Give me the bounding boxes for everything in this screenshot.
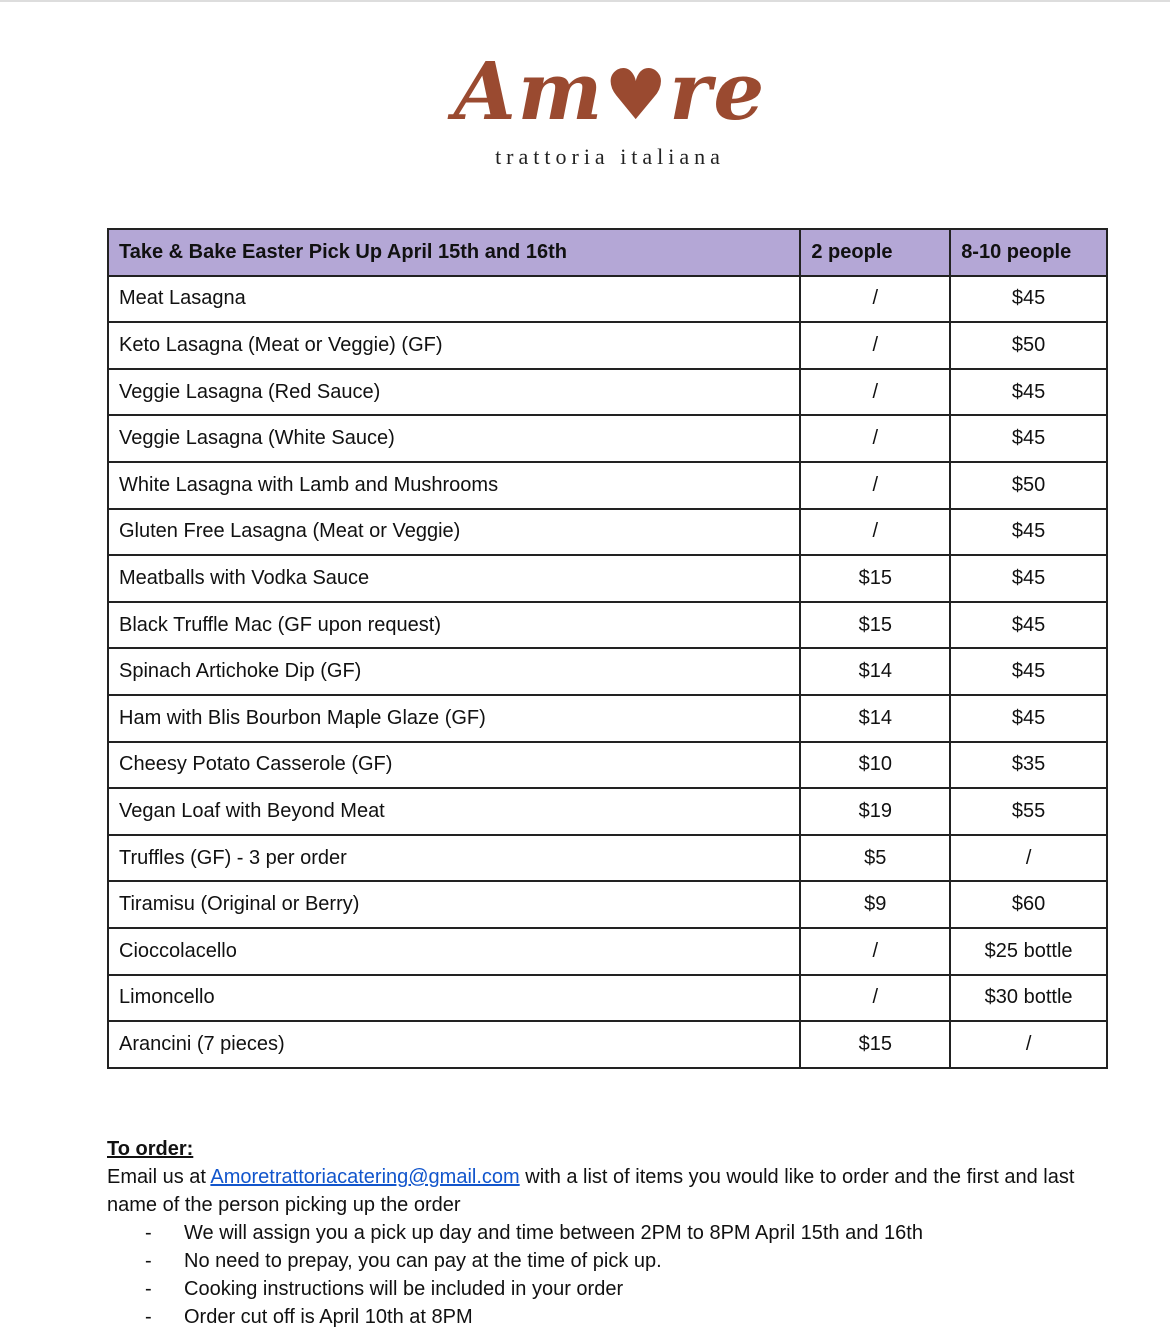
table-row: Truffles (GF) - 3 per order $5/ <box>106 833 1108 883</box>
price-8-10-people: $45 <box>949 647 1108 696</box>
item-name: Meatballs with Vodka Sauce <box>106 554 802 603</box>
price-2-people: / <box>799 460 952 510</box>
bullet-text: We will assign you a pick up day and tim… <box>184 1222 923 1244</box>
order-intro: Email us at Amoretrattoriacatering@gmail… <box>107 1163 1117 1219</box>
header-8-10-people: 8-10 people <box>949 228 1108 277</box>
item-name: Arancini (7 pieces) <box>106 1020 802 1069</box>
price-8-10-people: / <box>949 833 1108 883</box>
item-name: Ham with Blis Bourbon Maple Glaze (GF) <box>106 693 802 743</box>
price-8-10-people: $45 <box>949 414 1108 463</box>
price-2-people: / <box>799 973 952 1023</box>
price-8-10-people: $45 <box>949 693 1108 743</box>
logo-wordmark: Am♥re <box>453 44 767 138</box>
table-row: Veggie Lasagna (White Sauce) / $45 <box>106 414 1108 463</box>
price-2-people: $14 <box>799 647 952 696</box>
price-8-10-people: / <box>949 1020 1108 1069</box>
table-row: Black Truffle Mac (GF upon request) $15 $4… <box>106 600 1108 650</box>
table-row: Arancini (7 pieces) $15/ <box>106 1020 1108 1069</box>
heart-icon: ♥ <box>604 53 670 136</box>
price-2-people: / <box>799 321 952 370</box>
intro-before: Email us at <box>107 1166 211 1188</box>
item-name: Veggie Lasagna (White Sauce) <box>106 414 802 463</box>
bullet-text: Order cut off is April 10th at 8PM <box>184 1306 473 1328</box>
price-8-10-people: $45 <box>949 600 1108 650</box>
item-name: Veggie Lasagna (Red Sauce) <box>106 367 802 417</box>
item-name: Truffles (GF) - 3 per order <box>106 833 802 883</box>
price-2-people: $15 <box>799 1020 952 1069</box>
item-name: Tiramisu (Original or Berry) <box>106 880 802 929</box>
price-8-10-people: $35 <box>949 740 1108 790</box>
item-name: Black Truffle Mac (GF upon request) <box>106 600 802 650</box>
table-row: Keto Lasagna (Meat or Veggie) (GF) / $50 <box>106 321 1108 370</box>
price-8-10-people: $25 bottle <box>949 926 1108 976</box>
table-row: Vegan Loaf with Beyond Meat $19 $55 <box>106 787 1108 836</box>
item-name: Spinach Artichoke Dip (GF) <box>106 647 802 696</box>
table-row: Ham with Blis Bourbon Maple Glaze (GF) $1… <box>106 693 1108 743</box>
price-2-people: / <box>799 414 952 463</box>
item-name: Vegan Loaf with Beyond Meat <box>106 787 802 836</box>
price-8-10-people: $55 <box>949 787 1108 836</box>
bullet-text: Cooking instructions will be included in… <box>184 1278 624 1300</box>
price-2-people: $19 <box>799 787 952 836</box>
item-name: Meat Lasagna <box>106 274 802 324</box>
price-2-people: $10 <box>799 740 952 790</box>
table-row: Spinach Artichoke Dip (GF) $14 $45 <box>106 647 1108 696</box>
item-name: Keto Lasagna (Meat or Veggie) (GF) <box>106 321 802 370</box>
price-8-10-people: $60 <box>949 880 1108 929</box>
price-2-people: / <box>799 507 952 557</box>
order-heading: To order: <box>107 1138 194 1160</box>
price-8-10-people: $45 <box>949 274 1108 324</box>
page-top-border <box>0 0 1170 2</box>
item-name: Cioccolacello <box>106 926 802 976</box>
bullet-item: - We will assign you a pick up day and ti… <box>145 1222 923 1244</box>
table-row: Veggie Lasagna (Red Sauce) / $45 <box>106 367 1108 417</box>
table-row: Tiramisu (Original or Berry) $9 $60 <box>106 880 1108 929</box>
table-row: Limoncello / $30 bottle <box>106 973 1108 1023</box>
table-row: Meat Lasagna / $45 <box>106 274 1108 324</box>
bullet-text: No need to prepay, you can pay at the ti… <box>184 1250 662 1272</box>
item-name: Gluten Free Lasagna (Meat or Veggie) <box>106 507 802 557</box>
item-name: Limoncello <box>106 973 802 1023</box>
table-body: Meat Lasagna / $45 Keto Lasagna (Meat or Ve… <box>106 274 1108 1069</box>
amore-logo: Am♥re trattoria italiana <box>440 36 780 186</box>
price-2-people: $14 <box>799 693 952 743</box>
order-section: To order: Email us at Amoretrattoriacate… <box>107 1135 1117 1331</box>
table-header-row: Take & Bake Easter Pick Up April 15th an… <box>106 228 1108 277</box>
price-2-people: $9 <box>799 880 952 929</box>
table-row: Cioccolacello / $25 bottle <box>106 926 1108 976</box>
intro-after: with a list of items you would like to o… <box>107 1166 1075 1216</box>
price-2-people: / <box>799 367 952 417</box>
price-2-people: / <box>799 274 952 324</box>
email-link[interactable]: Amoretrattoriacatering@gmail.com <box>210 1166 520 1188</box>
bullet-item: - No need to prepay, you can pay at the t… <box>145 1250 662 1272</box>
menu-table: Take & Bake Easter Pick Up April 15th an… <box>106 228 1108 1069</box>
bullet-item: - Cooking instructions will be included i… <box>145 1278 624 1300</box>
price-2-people: / <box>799 926 952 976</box>
table-row: White Lasagna with Lamb and Mushrooms / $5… <box>106 460 1108 510</box>
price-8-10-people: $50 <box>949 460 1108 510</box>
price-8-10-people: $45 <box>949 507 1108 557</box>
logo-subtitle: trattoria italiana <box>495 144 725 169</box>
table-row: Cheesy Potato Casserole (GF) $10 $35 <box>106 740 1108 790</box>
table-row: Meatballs with Vodka Sauce $15 $45 <box>106 554 1108 603</box>
price-8-10-people: $50 <box>949 321 1108 370</box>
bullet-item: - Order cut off is April 10th at 8PM <box>145 1306 473 1328</box>
order-bullets: - We will assign you a pick up day and ti… <box>107 1219 1117 1331</box>
header-2-people: 2 people <box>799 228 952 277</box>
price-2-people: $5 <box>799 833 952 883</box>
price-8-10-people: $30 bottle <box>949 973 1108 1023</box>
price-8-10-people: $45 <box>949 367 1108 417</box>
header-item: Take & Bake Easter Pick Up April 15th an… <box>106 228 802 277</box>
price-8-10-people: $45 <box>949 554 1108 603</box>
price-2-people: $15 <box>799 554 952 603</box>
item-name: Cheesy Potato Casserole (GF) <box>106 740 802 790</box>
item-name: White Lasagna with Lamb and Mushrooms <box>106 460 802 510</box>
table-row: Gluten Free Lasagna (Meat or Veggie) / $45 <box>106 507 1108 557</box>
price-2-people: $15 <box>799 600 952 650</box>
